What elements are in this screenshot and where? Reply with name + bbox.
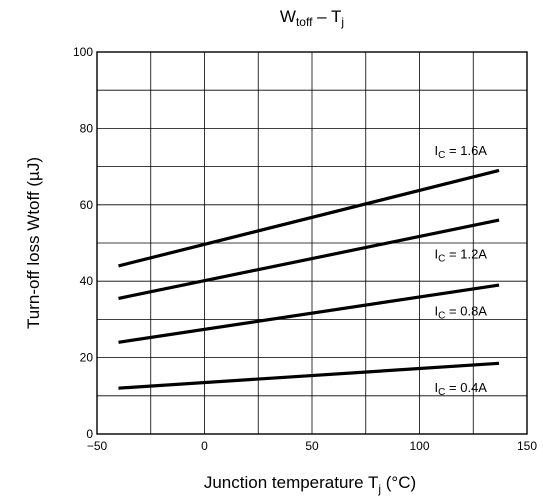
axis-labels: Wtoff – Tj Junction temperature Tj (°C) Tu… [24,7,416,496]
y-axis-label: Turn-off loss Wtoff (µJ) [24,157,43,329]
series-label-3: IC = 0.8A [435,304,488,322]
y-tick-label: 80 [80,121,94,135]
y-tick-label: 100 [73,45,93,59]
series-label-2: IC = 1.2A [435,246,488,264]
series-label-4: IC = 0.4A [435,380,488,398]
series-line-1 [118,168,500,268]
series-labels: IC = 1.6A IC = 1.2A IC = 0.8A IC = 0.4A [435,143,488,398]
x-tick-label: 150 [517,439,537,453]
y-tick-label: 0 [86,427,93,441]
y-tick-label: 40 [80,274,94,288]
series-lines [118,168,500,390]
y-tick-label: 20 [80,351,94,365]
x-tick-label: 50 [305,439,319,453]
plot-border [96,51,528,435]
series-line-2 [118,218,500,300]
plot-frame [96,51,528,435]
x-axis-label: Junction temperature Tj (°C) [204,473,416,496]
series-line-3 [118,283,500,344]
x-tick-label: 100 [409,439,429,453]
chart-title: Wtoff – Tj [280,7,344,29]
x-tick-label: 0 [201,439,208,453]
x-tick-label: −50 [87,439,108,453]
series-line-4 [118,361,500,390]
series-label-1: IC = 1.6A [435,143,488,161]
y-tick-label: 60 [80,198,94,212]
chart-grid [97,52,527,434]
